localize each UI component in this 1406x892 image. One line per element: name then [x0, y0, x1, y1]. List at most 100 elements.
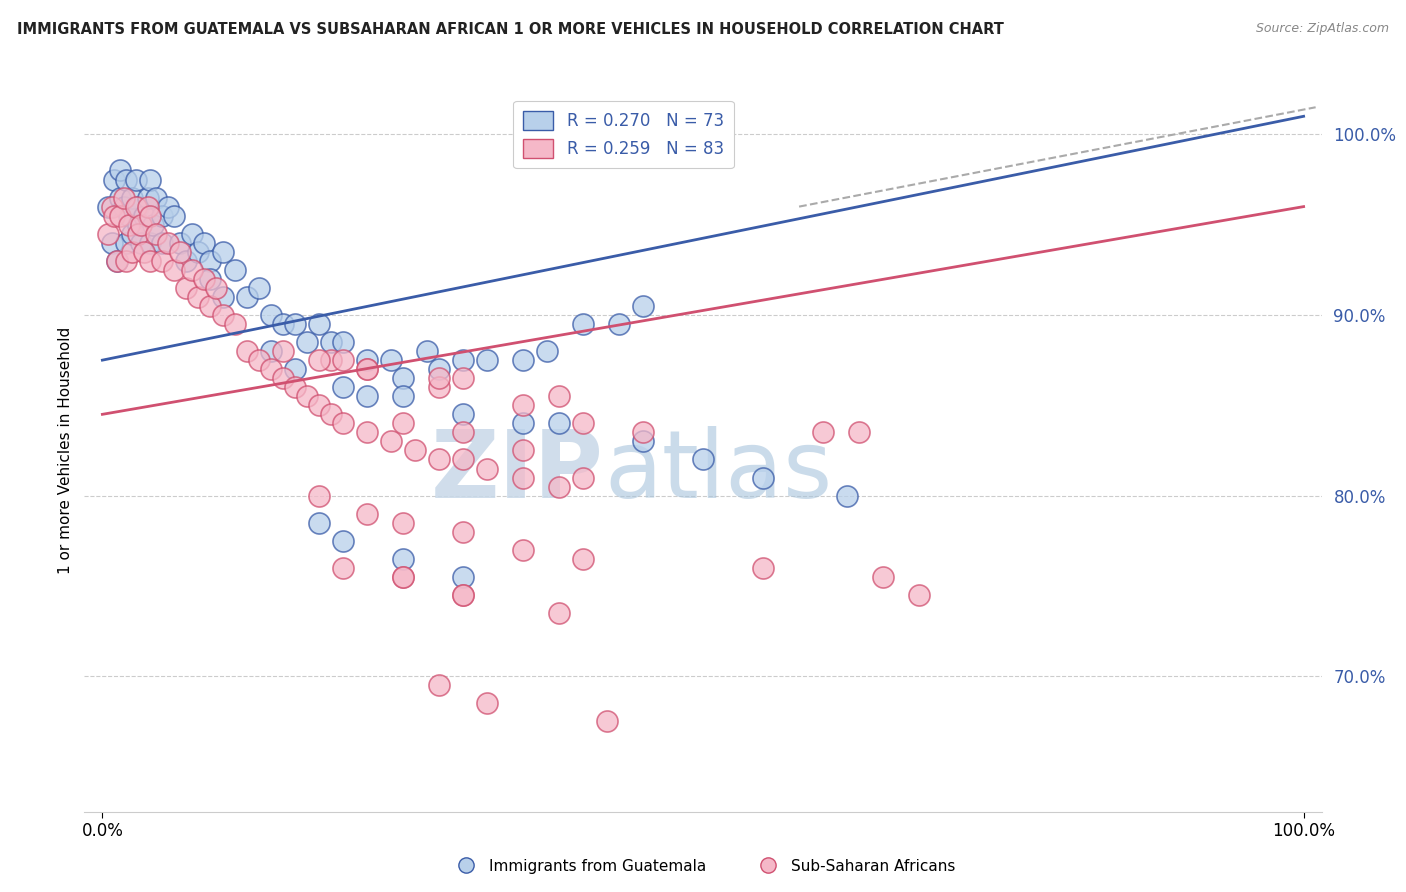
Text: IMMIGRANTS FROM GUATEMALA VS SUBSAHARAN AFRICAN 1 OR MORE VEHICLES IN HOUSEHOLD : IMMIGRANTS FROM GUATEMALA VS SUBSAHARAN …: [17, 22, 1004, 37]
Point: [391, 389, 413, 403]
Point: [163, 262, 186, 277]
Point: [134, 244, 156, 259]
Point: [121, 244, 143, 259]
Point: [169, 235, 191, 250]
Point: [572, 417, 595, 431]
Point: [259, 308, 281, 322]
Point: [356, 389, 378, 403]
Point: [101, 235, 124, 250]
Point: [193, 272, 215, 286]
Point: [259, 362, 281, 376]
Point: [115, 253, 138, 268]
Point: [427, 452, 450, 467]
Point: [211, 290, 233, 304]
Text: Source: ZipAtlas.com: Source: ZipAtlas.com: [1256, 22, 1389, 36]
Point: [404, 443, 426, 458]
Point: [332, 417, 354, 431]
Point: [451, 353, 474, 368]
Point: [572, 470, 595, 484]
Point: [115, 235, 138, 250]
Point: [356, 353, 378, 368]
Point: [127, 218, 149, 232]
Point: [181, 262, 204, 277]
Point: [547, 606, 569, 620]
Point: [211, 244, 233, 259]
Point: [271, 371, 294, 385]
Point: [512, 443, 534, 458]
Point: [451, 588, 474, 602]
Point: [125, 172, 148, 186]
Point: [391, 570, 413, 584]
Point: [129, 235, 152, 250]
Point: [112, 200, 135, 214]
Point: [118, 218, 141, 232]
Point: [134, 209, 156, 223]
Point: [391, 570, 413, 584]
Point: [139, 235, 162, 250]
Point: [332, 561, 354, 575]
Text: ZIP: ZIP: [432, 426, 605, 518]
Point: [176, 253, 198, 268]
Point: [547, 479, 569, 493]
Point: [332, 533, 354, 548]
Point: [271, 317, 294, 331]
Point: [136, 200, 159, 214]
Point: [837, 489, 859, 503]
Point: [211, 308, 233, 322]
Point: [110, 163, 132, 178]
Point: [105, 253, 128, 268]
Point: [125, 200, 148, 214]
Point: [547, 417, 569, 431]
Point: [200, 272, 222, 286]
Point: [512, 398, 534, 412]
Point: [607, 317, 630, 331]
Point: [451, 570, 474, 584]
Point: [752, 561, 775, 575]
Point: [451, 425, 474, 440]
Point: [127, 227, 149, 241]
Point: [752, 470, 775, 484]
Point: [427, 678, 450, 692]
Point: [356, 507, 378, 521]
Point: [121, 227, 143, 241]
Point: [631, 434, 654, 449]
Point: [115, 172, 138, 186]
Point: [97, 227, 120, 241]
Point: [142, 218, 165, 232]
Point: [308, 317, 330, 331]
Text: atlas: atlas: [605, 426, 832, 518]
Point: [427, 380, 450, 394]
Point: [319, 353, 342, 368]
Point: [284, 317, 307, 331]
Point: [415, 344, 437, 359]
Point: [224, 262, 246, 277]
Point: [181, 227, 204, 241]
Point: [512, 470, 534, 484]
Point: [284, 362, 307, 376]
Point: [139, 209, 162, 223]
Point: [295, 389, 318, 403]
Point: [451, 407, 474, 421]
Point: [451, 452, 474, 467]
Point: [572, 317, 595, 331]
Point: [308, 398, 330, 412]
Point: [536, 344, 558, 359]
Point: [200, 253, 222, 268]
Point: [356, 362, 378, 376]
Point: [811, 425, 834, 440]
Point: [157, 200, 180, 214]
Point: [451, 588, 474, 602]
Point: [475, 461, 498, 475]
Point: [101, 200, 124, 214]
Point: [103, 209, 125, 223]
Point: [187, 244, 209, 259]
Point: [319, 334, 342, 349]
Legend: Immigrants from Guatemala, Sub-Saharan Africans: Immigrants from Guatemala, Sub-Saharan A…: [444, 853, 962, 880]
Point: [332, 353, 354, 368]
Point: [139, 172, 162, 186]
Point: [295, 334, 318, 349]
Point: [129, 218, 152, 232]
Point: [356, 425, 378, 440]
Point: [872, 570, 894, 584]
Point: [308, 489, 330, 503]
